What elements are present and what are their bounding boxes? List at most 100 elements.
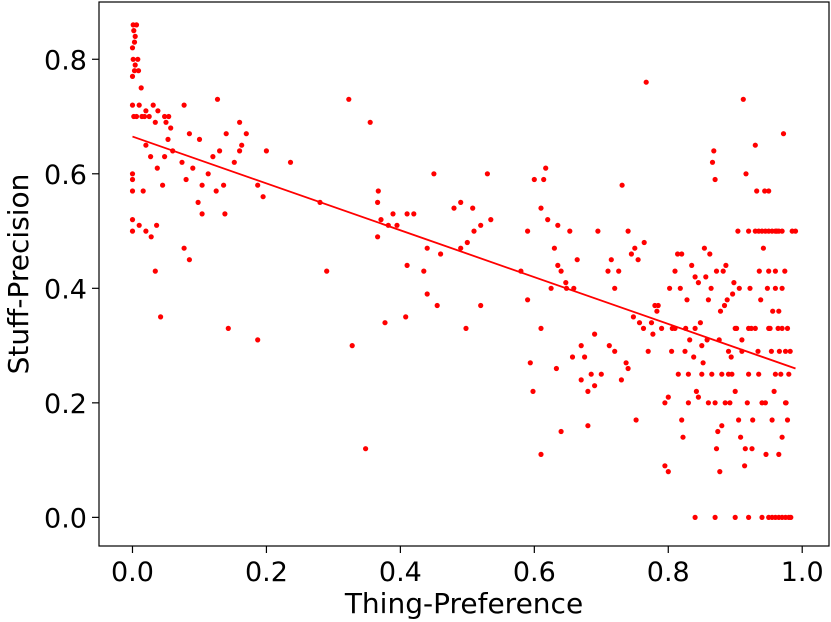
data-point <box>746 228 752 234</box>
data-point <box>779 285 785 291</box>
data-point <box>756 268 762 274</box>
data-point <box>735 228 741 234</box>
data-point <box>563 280 569 286</box>
data-point <box>166 113 172 120</box>
data-point <box>217 148 223 154</box>
data-point <box>588 371 594 377</box>
data-point <box>585 423 591 429</box>
data-point <box>679 417 685 423</box>
data-point <box>755 348 761 354</box>
data-point <box>786 371 792 377</box>
data-point <box>255 182 261 188</box>
data-point <box>728 354 734 360</box>
data-point <box>746 325 752 331</box>
data-point <box>152 268 158 274</box>
data-point <box>138 85 144 91</box>
data-point <box>711 148 717 154</box>
data-point <box>135 68 142 74</box>
data-point <box>675 371 681 377</box>
data-point <box>762 188 768 194</box>
data-point <box>633 417 639 423</box>
data-point <box>255 337 261 343</box>
data-point <box>750 417 756 423</box>
data-point <box>463 325 469 331</box>
data-point <box>752 142 758 148</box>
data-point <box>738 434 744 440</box>
data-point <box>684 297 690 303</box>
data-point <box>136 222 142 228</box>
data-point <box>162 113 168 120</box>
data-point <box>375 188 381 194</box>
data-point <box>411 211 417 217</box>
data-point <box>640 325 647 331</box>
data-point <box>150 102 156 108</box>
data-point <box>713 446 720 452</box>
data-point <box>263 148 269 154</box>
data-point <box>782 400 789 406</box>
data-point <box>378 217 384 223</box>
data-point <box>712 176 718 183</box>
data-point <box>740 96 746 102</box>
data-point <box>749 446 755 452</box>
data-point <box>160 182 166 188</box>
plot-frame <box>98 1 830 547</box>
data-point <box>744 400 750 406</box>
data-point <box>709 159 716 165</box>
data-point <box>598 371 604 377</box>
data-point <box>772 371 779 377</box>
data-point <box>772 285 779 291</box>
data-point <box>225 325 231 331</box>
data-point <box>595 228 601 234</box>
data-point <box>730 291 736 297</box>
data-point <box>195 199 201 205</box>
x-tick-label: 0.8 <box>647 557 690 588</box>
data-point <box>478 302 484 309</box>
data-point <box>721 302 728 309</box>
data-point <box>732 514 738 521</box>
data-point <box>722 400 728 406</box>
data-point <box>478 222 484 228</box>
data-point <box>788 514 794 521</box>
data-point <box>367 119 373 125</box>
data-point <box>705 297 712 303</box>
data-point <box>792 228 799 234</box>
y-tick-label: 0.8 <box>44 45 87 76</box>
data-point <box>643 79 649 85</box>
data-point <box>181 102 187 108</box>
data-point <box>541 176 547 183</box>
y-tick-label: 0.6 <box>44 160 87 191</box>
trend-line <box>132 135 796 370</box>
data-point <box>129 228 136 234</box>
data-point <box>766 268 772 274</box>
data-point <box>424 245 430 251</box>
data-point <box>625 228 631 234</box>
data-point <box>237 119 243 125</box>
data-point <box>689 262 695 268</box>
data-point <box>458 245 464 251</box>
data-point <box>635 257 641 263</box>
data-point <box>551 245 558 251</box>
data-point <box>260 194 266 200</box>
data-point <box>739 337 745 343</box>
data-point <box>555 262 561 268</box>
data-point <box>196 136 203 142</box>
data-point <box>695 394 702 400</box>
data-point <box>623 360 629 366</box>
data-point <box>669 348 675 354</box>
data-point <box>693 388 700 394</box>
data-point <box>628 251 635 257</box>
data-point <box>488 217 494 223</box>
data-point <box>680 434 686 440</box>
x-axis-label: Thing-Preference <box>344 587 583 620</box>
data-point <box>764 285 771 291</box>
data-point <box>772 268 779 274</box>
data-point <box>618 377 625 383</box>
data-point <box>146 113 152 120</box>
data-point <box>148 154 154 160</box>
data-point <box>692 325 698 331</box>
data-point <box>679 251 685 257</box>
data-point <box>574 257 580 263</box>
x-tick-label: 1.0 <box>781 557 824 588</box>
data-point <box>221 182 227 188</box>
data-point <box>719 423 725 429</box>
